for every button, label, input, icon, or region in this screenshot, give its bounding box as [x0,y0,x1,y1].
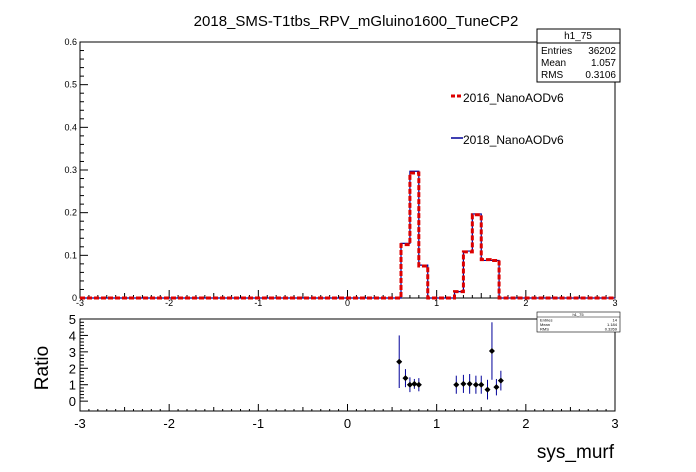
histogram-line-2016_NanoAODv6 [80,171,615,300]
top-stats-box: h1_75 Entries 36202 Mean 1.057 RMS 0.310… [536,28,621,83]
ratio-y-axis-title: Ratio [32,346,53,390]
ratio-point [493,378,500,396]
top-x-tick-label: 0 [345,298,350,308]
ratio-stats-entries-label: Entries [540,318,552,323]
legend-label-2016: 2016_NanoAODv6 [463,91,564,105]
chart-title: 2018_SMS-T1tbs_RPV_mGluino1600_TuneCP2 [194,13,519,30]
top-stats-name: h1_75 [564,31,592,42]
ratio-x-tick-label: -1 [253,416,265,431]
ratio-point [411,378,418,389]
top-stats-entries-label: Entries [541,46,572,57]
ratio-x-tick-label: -3 [74,416,86,431]
top-x-tick-label: -2 [165,298,173,308]
top-x-tick-label: 2 [523,298,528,308]
ratio-x-axis: -3 -2 -1 0 1 2 3 [74,404,619,431]
ratio-point [453,375,460,394]
ratio-y-tick-label: 3 [69,345,76,360]
histogram-line-2018_NanoAODv6 [80,170,615,299]
top-stats-rms-value: 0.3106 [585,70,616,81]
ratio-point [396,335,403,388]
ratio-y-axis: 01 23 45 [69,312,88,409]
top-y-tick-label: 0.4 [64,122,77,132]
x-axis-title: sys_murf [537,442,615,463]
top-x-tick-label: -3 [76,298,84,308]
ratio-point [472,375,479,394]
top-stats-entries-value: 36202 [588,46,616,57]
top-stats-mean-value: 1.057 [591,58,616,69]
top-y-tick-label: 0.2 [64,208,77,218]
ratio-stats-entries-value: 14 [613,318,618,323]
ratio-y-tick-label: 0 [69,394,76,409]
ratio-y-tick-label: 1 [69,378,76,393]
ratio-stats-name: h1_75 [572,312,584,317]
ratio-point [460,374,467,393]
top-x-tick-label: -1 [254,298,262,308]
ratio-stats-mean-label: Mean [540,322,550,327]
ratio-point [406,377,413,393]
ratio-stats-mean-value: 1.184 [607,322,618,327]
ratio-stats-rms-value: 0.3269 [605,327,618,332]
top-x-tick-label: 3 [612,298,617,308]
histogram-series [80,170,615,300]
legend-label-2018: 2018_NanoAODv6 [463,133,564,147]
top-stats-rms-label: RMS [541,70,564,81]
top-y-axis: 0 0.1 0.2 0.3 0.4 0.5 0.6 [64,37,88,303]
ratio-point [497,370,504,391]
ratio-stats-box: h1_75 Entries 14 Mean 1.184 RMS 0.3269 [536,311,621,333]
top-y-tick-label: 0.5 [64,80,77,90]
ratio-x-tick-label: 2 [522,416,529,431]
ratio-y-tick-label: 2 [69,361,76,376]
top-y-tick-label: 0.1 [64,250,77,260]
ratio-y-tick-label: 4 [69,328,76,343]
top-x-tick-label: 1 [434,298,439,308]
ratio-stats-rms-label: RMS [540,327,549,332]
ratio-point [402,369,409,388]
ratio-point [478,375,485,394]
ratio-point [466,374,473,394]
ratio-x-tick-label: 0 [344,416,351,431]
ratio-x-tick-label: 3 [611,416,618,431]
top-plot-frame [79,41,616,299]
ratio-point [415,378,422,392]
ratio-plot-frame [79,318,616,412]
ratio-x-tick-label: -2 [163,416,175,431]
top-stats-mean-label: Mean [541,58,566,69]
ratio-point [484,379,491,400]
ratio-points [396,322,504,400]
legend: 2016_NanoAODv6 2018_NanoAODv6 [451,91,564,147]
ratio-point [488,322,495,380]
top-y-tick-label: 0.6 [64,37,77,47]
ratio-x-tick-label: 1 [433,416,440,431]
ratio-y-tick-label: 5 [69,312,76,327]
top-y-tick-label: 0 [72,293,77,303]
top-y-tick-label: 0.3 [64,165,77,175]
